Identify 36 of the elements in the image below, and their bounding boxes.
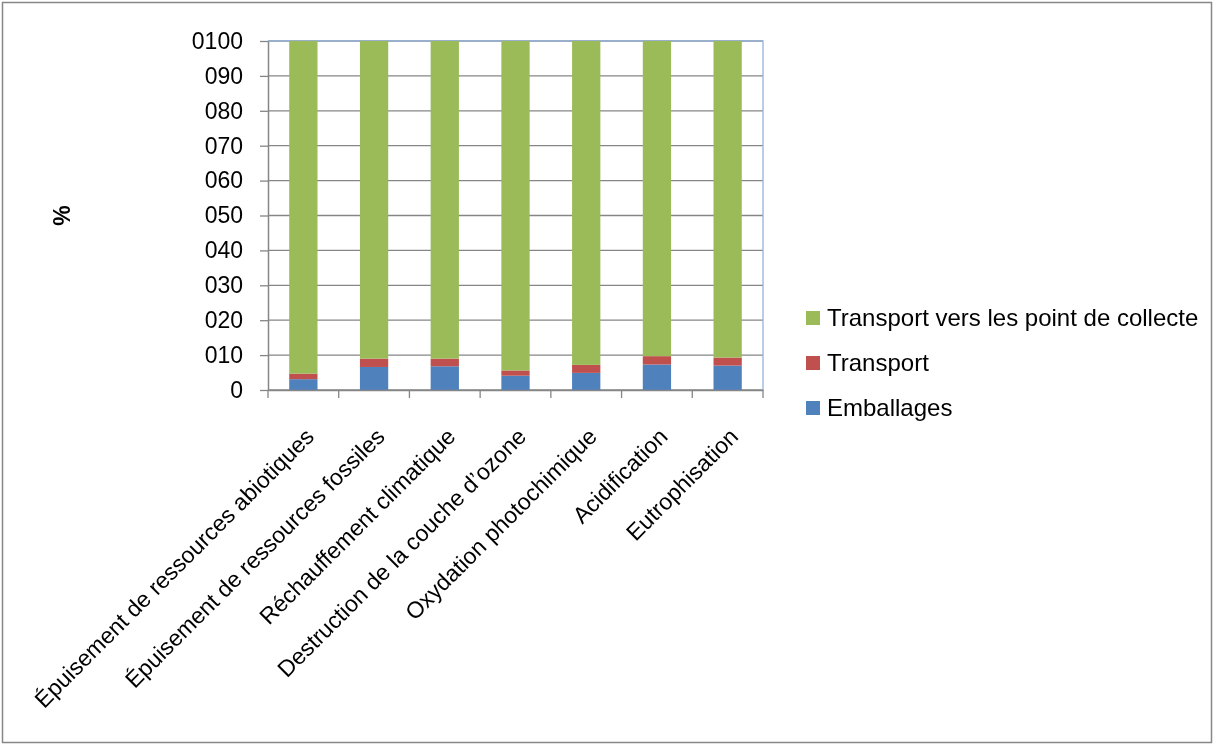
bar	[289, 379, 318, 390]
bar	[430, 358, 459, 367]
bar	[572, 372, 601, 390]
bar	[289, 373, 318, 380]
y-tick-label: 050	[204, 202, 243, 229]
bar	[430, 41, 459, 359]
y-tick-label: 030	[204, 272, 243, 299]
y-axis-title: %	[49, 205, 75, 226]
legend-label: Transport	[827, 349, 930, 376]
bar	[359, 366, 389, 390]
y-tick-label: 090	[204, 62, 243, 89]
bar	[289, 41, 318, 374]
bar	[359, 41, 389, 359]
bar	[713, 357, 742, 366]
y-tick-label: 010	[204, 341, 243, 368]
bar	[501, 375, 530, 390]
bar	[642, 364, 672, 390]
bar	[642, 356, 672, 365]
y-tick-label: 080	[204, 97, 243, 124]
bar	[713, 41, 742, 358]
y-tick-label: 060	[204, 167, 243, 194]
y-tick-label: 0100	[191, 27, 243, 54]
bar	[430, 366, 459, 390]
bar	[572, 364, 601, 373]
legend-label: Transport vers les point de collecte	[827, 304, 1199, 331]
y-tick-label: 020	[204, 307, 243, 334]
bar	[501, 41, 530, 371]
legend-label: Emballages	[827, 394, 953, 421]
bar	[501, 370, 530, 376]
bar	[642, 41, 672, 357]
bar	[359, 358, 389, 367]
y-tick-label: 040	[204, 237, 243, 264]
bar	[572, 41, 601, 365]
y-tick-label: 0	[230, 376, 243, 403]
y-tick-label: 070	[204, 132, 243, 159]
bar	[713, 365, 742, 390]
